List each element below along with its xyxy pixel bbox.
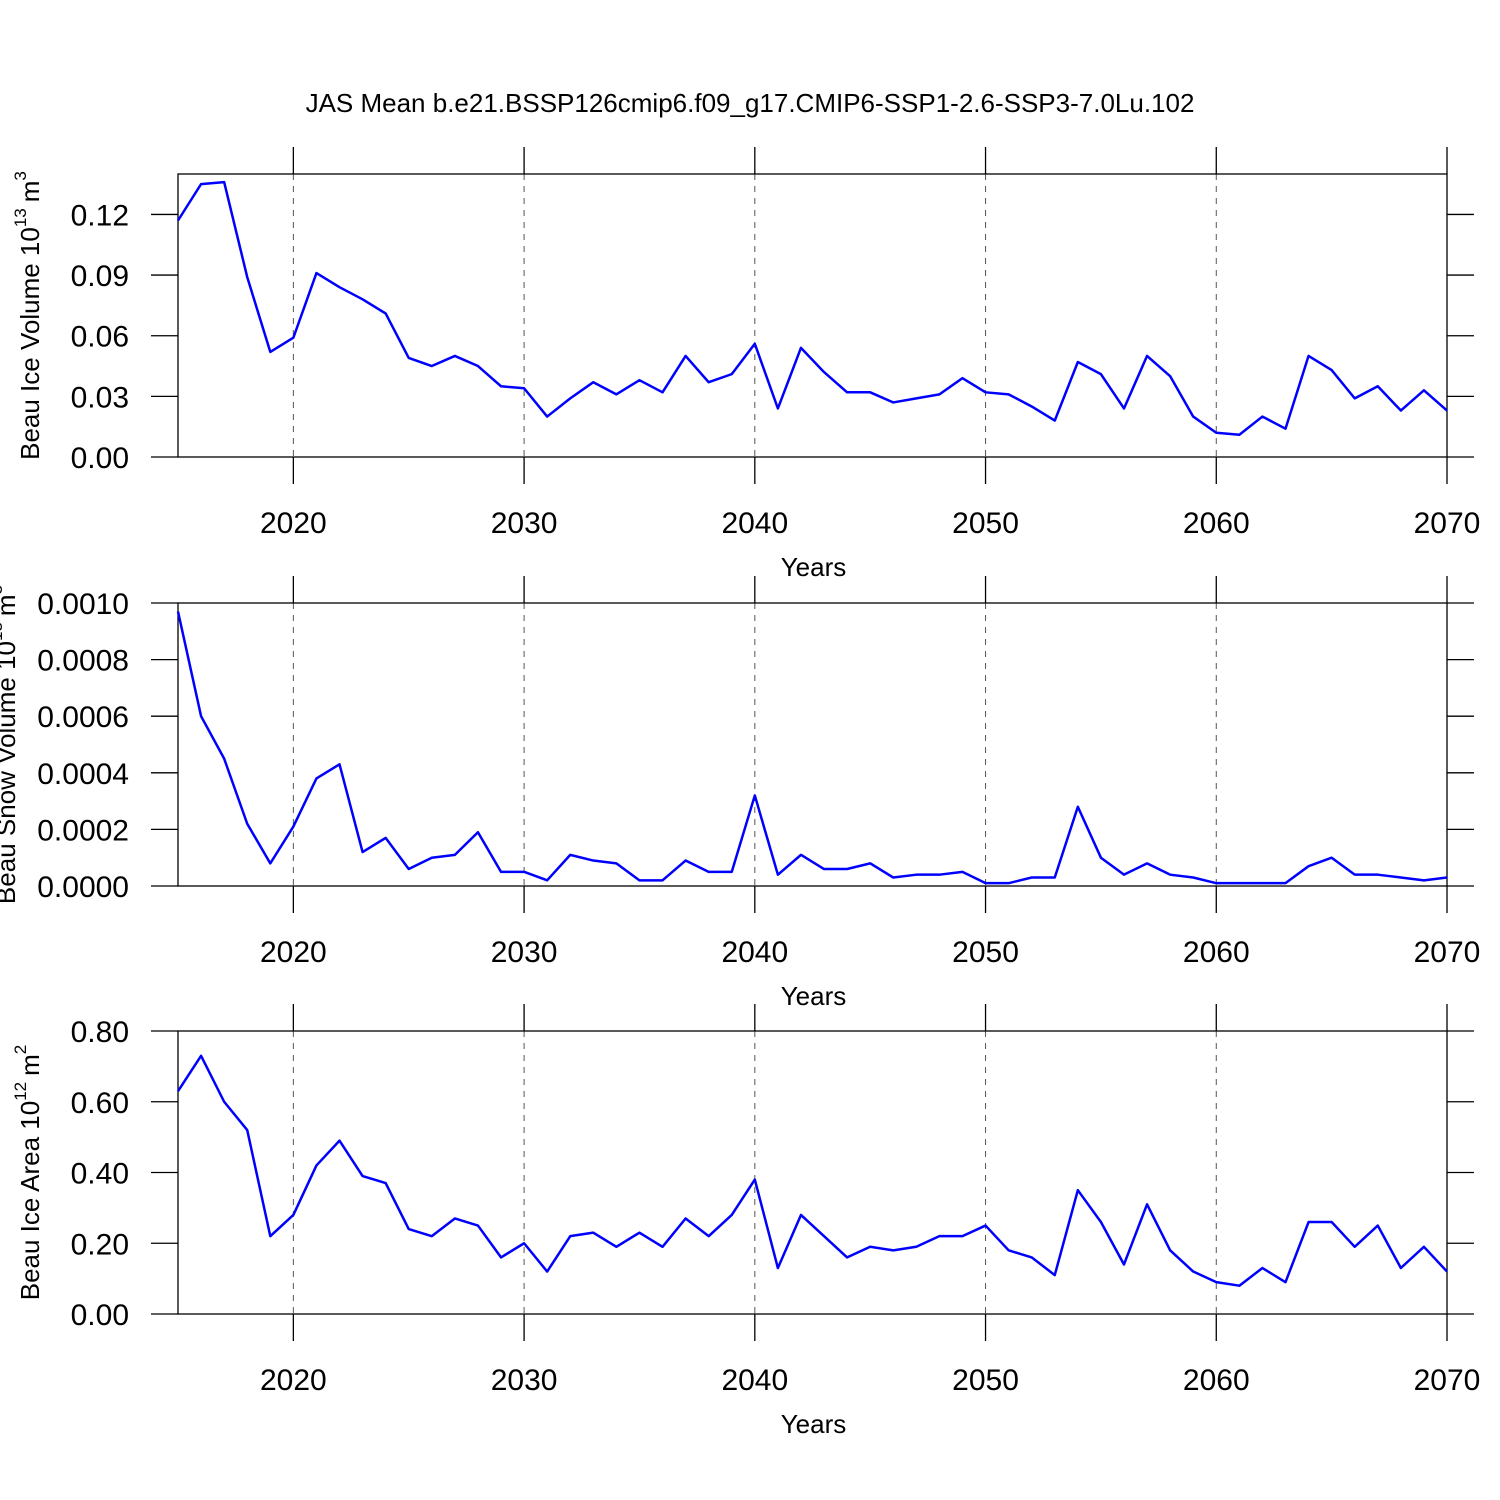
figure-title: JAS Mean b.e21.BSSP126cmip6.f09_g17.CMIP…: [306, 88, 1195, 118]
x-tick-label: 2060: [1183, 936, 1250, 969]
plot-frame: [177, 173, 1448, 458]
y-tick-label: 0.03: [71, 381, 129, 414]
y-axis-label: Beau Snow Volume 1013 m3: [0, 585, 21, 904]
x-tick-label: 2070: [1414, 936, 1481, 969]
y-tick-label: 0.00: [71, 442, 129, 475]
y-tick-label: 0.06: [71, 321, 129, 354]
y-axis-label-unit-exp: 3: [0, 585, 6, 594]
data-line: [176, 611, 1448, 885]
y-tick-label: 0.00: [71, 1299, 129, 1332]
y-axis-label: Beau Ice Area 1012 m2: [11, 1045, 44, 1301]
y-axis-label-exp: 12: [11, 1082, 30, 1101]
y-axis-label-unit-exp: 3: [11, 171, 30, 180]
x-axis-label: Years: [781, 552, 847, 582]
y-axis-label-exp: 13: [11, 208, 30, 227]
x-tick-label: 2060: [1183, 507, 1250, 540]
y-tick-label: 0.20: [71, 1228, 129, 1261]
y-tick-label: 0.0010: [37, 588, 129, 621]
plot-frame: [177, 1030, 1448, 1315]
y-axis-label-unit-exp: 2: [11, 1045, 30, 1054]
x-tick-label: 2050: [952, 1364, 1019, 1397]
x-tick-label: 2050: [952, 936, 1019, 969]
x-tick-label: 2070: [1414, 507, 1481, 540]
y-tick-label: 0.12: [71, 199, 129, 232]
x-tick-label: 2050: [952, 507, 1019, 540]
y-axis-label-exp: 13: [0, 622, 6, 641]
x-tick-label: 2030: [491, 1364, 558, 1397]
y-tick-label: 0.0006: [37, 701, 129, 734]
data-line: [176, 180, 1448, 437]
x-axis-label: Years: [781, 981, 847, 1011]
y-tick-label: 0.0000: [37, 871, 129, 904]
data-line: [176, 1054, 1448, 1287]
y-tick-label: 0.40: [71, 1158, 129, 1191]
x-tick-label: 2020: [260, 1364, 327, 1397]
x-tick-label: 2040: [721, 507, 788, 540]
x-axis-label: Years: [781, 1409, 847, 1439]
y-axis-label-text: Beau Ice Volume 10: [15, 227, 45, 460]
y-axis-label: Beau Ice Volume 1013 m3: [11, 171, 44, 460]
x-tick-label: 2020: [260, 936, 327, 969]
y-axis-label-unit: m: [15, 181, 45, 203]
y-axis-label-unit: m: [15, 1054, 45, 1076]
x-tick-label: 2040: [721, 936, 788, 969]
y-axis-label-text: Beau Ice Area 10: [15, 1101, 45, 1300]
x-tick-label: 2040: [721, 1364, 788, 1397]
y-tick-label: 0.0008: [37, 645, 129, 678]
y-tick-label: 0.60: [71, 1087, 129, 1120]
y-axis-label-unit: m: [0, 594, 21, 616]
y-tick-label: 0.09: [71, 260, 129, 293]
y-tick-label: 0.0002: [37, 814, 129, 847]
x-tick-label: 2030: [491, 936, 558, 969]
x-tick-label: 2060: [1183, 1364, 1250, 1397]
x-tick-label: 2020: [260, 507, 327, 540]
plot-frame: [177, 602, 1448, 887]
x-tick-label: 2070: [1414, 1364, 1481, 1397]
x-tick-label: 2030: [491, 507, 558, 540]
y-tick-label: 0.80: [71, 1016, 129, 1049]
y-tick-label: 0.0004: [37, 758, 129, 791]
y-axis-label-text: Beau Snow Volume 10: [0, 641, 21, 904]
